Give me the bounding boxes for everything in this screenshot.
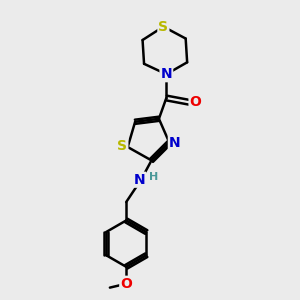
Text: O: O [120, 277, 132, 291]
Text: N: N [169, 136, 181, 150]
Text: S: S [158, 20, 168, 34]
Text: N: N [134, 173, 146, 187]
Text: H: H [149, 172, 158, 182]
Text: N: N [160, 67, 172, 81]
Text: O: O [190, 95, 201, 110]
Text: S: S [117, 139, 128, 152]
